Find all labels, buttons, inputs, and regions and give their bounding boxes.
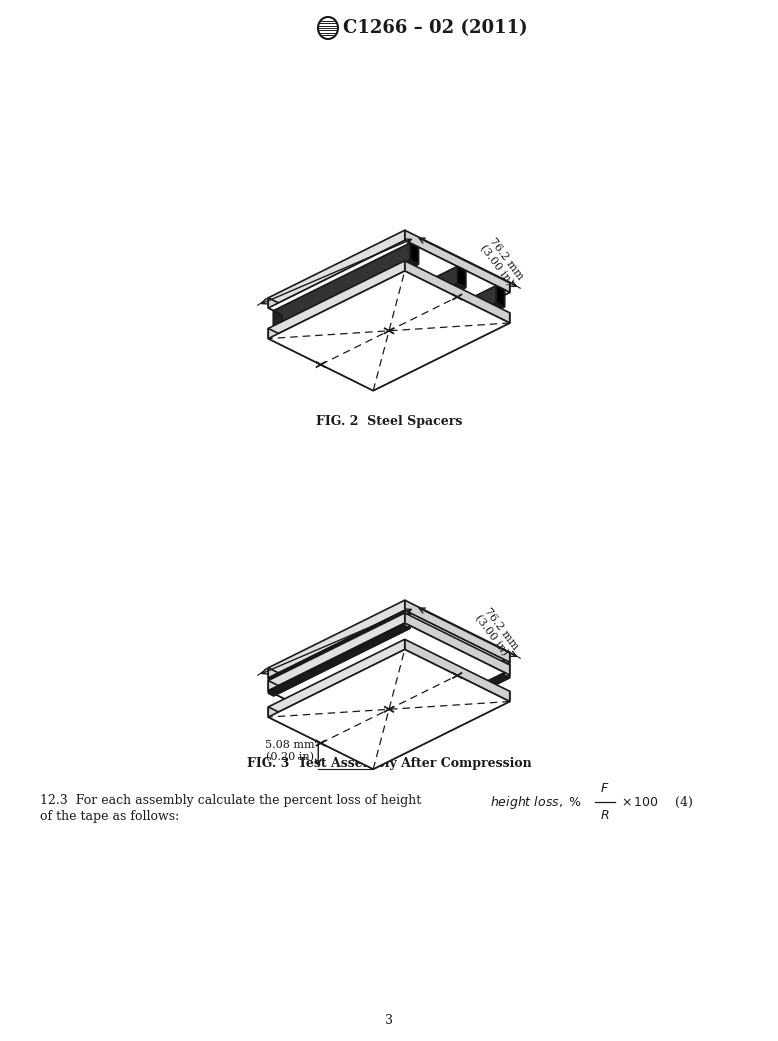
- Polygon shape: [282, 247, 419, 332]
- Text: $\times\,100$: $\times\,100$: [621, 796, 658, 809]
- Polygon shape: [268, 240, 510, 360]
- Polygon shape: [268, 624, 510, 742]
- Polygon shape: [410, 243, 419, 264]
- Polygon shape: [268, 613, 410, 683]
- Polygon shape: [373, 665, 510, 742]
- Polygon shape: [268, 707, 373, 769]
- Polygon shape: [368, 289, 504, 375]
- Polygon shape: [401, 670, 438, 682]
- Polygon shape: [368, 676, 510, 745]
- Polygon shape: [359, 353, 368, 375]
- Polygon shape: [373, 662, 510, 733]
- Ellipse shape: [394, 704, 430, 714]
- Polygon shape: [274, 626, 410, 695]
- Ellipse shape: [340, 708, 377, 717]
- Polygon shape: [496, 285, 504, 307]
- Polygon shape: [274, 613, 410, 683]
- Polygon shape: [268, 613, 405, 691]
- Polygon shape: [405, 261, 510, 323]
- Polygon shape: [405, 639, 510, 702]
- Polygon shape: [268, 261, 405, 338]
- Text: $\mathit{R}$: $\mathit{R}$: [601, 810, 610, 822]
- Polygon shape: [373, 653, 510, 730]
- Text: (4): (4): [675, 796, 693, 809]
- Polygon shape: [405, 601, 510, 662]
- Text: 5.08 mm
(0.20 in): 5.08 mm (0.20 in): [265, 740, 314, 762]
- Text: $\mathit{height\ loss,\ \%}$: $\mathit{height\ loss,\ \%}$: [490, 794, 582, 811]
- Polygon shape: [321, 266, 457, 351]
- Polygon shape: [329, 271, 466, 355]
- Polygon shape: [348, 674, 384, 686]
- Polygon shape: [268, 610, 405, 681]
- Polygon shape: [268, 681, 373, 742]
- Text: 76.2 mm
(3.00 in): 76.2 mm (3.00 in): [473, 606, 520, 659]
- Polygon shape: [373, 676, 510, 745]
- Polygon shape: [368, 672, 504, 742]
- Polygon shape: [368, 660, 504, 730]
- Polygon shape: [359, 303, 504, 375]
- Polygon shape: [268, 298, 373, 360]
- Text: 101.6 mm
(4.00 in): 101.6 mm (4.00 in): [296, 284, 357, 329]
- Polygon shape: [268, 601, 405, 678]
- Text: 101.6 mm
(4.00 in): 101.6 mm (4.00 in): [296, 650, 357, 694]
- Polygon shape: [268, 624, 405, 693]
- Text: C1266 – 02 (2011): C1266 – 02 (2011): [343, 19, 527, 37]
- Polygon shape: [268, 650, 510, 769]
- Text: FIG. 3  Test Assembly After Compression: FIG. 3 Test Assembly After Compression: [247, 758, 531, 770]
- Polygon shape: [268, 328, 373, 390]
- Polygon shape: [321, 283, 466, 355]
- Polygon shape: [368, 662, 510, 733]
- Polygon shape: [274, 310, 282, 332]
- Polygon shape: [405, 230, 510, 293]
- Polygon shape: [268, 271, 510, 390]
- Ellipse shape: [340, 695, 377, 706]
- Polygon shape: [274, 243, 410, 328]
- Text: FIG. 2  Steel Spacers: FIG. 2 Steel Spacers: [316, 415, 462, 428]
- Polygon shape: [359, 285, 496, 371]
- Ellipse shape: [318, 17, 338, 39]
- Polygon shape: [373, 312, 510, 390]
- Polygon shape: [373, 691, 510, 769]
- Polygon shape: [405, 613, 510, 676]
- Text: $\mathit{F}$: $\mathit{F}$: [601, 783, 610, 795]
- Polygon shape: [268, 639, 405, 717]
- Ellipse shape: [401, 665, 438, 676]
- Polygon shape: [321, 334, 329, 355]
- Ellipse shape: [394, 692, 430, 703]
- Polygon shape: [394, 697, 430, 709]
- Polygon shape: [274, 260, 419, 332]
- Text: 76.2 mm
(3.00 in): 76.2 mm (3.00 in): [478, 236, 525, 288]
- Polygon shape: [268, 230, 405, 308]
- Polygon shape: [268, 610, 510, 730]
- Ellipse shape: [401, 677, 438, 687]
- Polygon shape: [373, 282, 510, 360]
- Polygon shape: [457, 266, 466, 287]
- Polygon shape: [340, 701, 377, 713]
- Text: 12.3  For each assembly calculate the percent loss of height: 12.3 For each assembly calculate the per…: [40, 794, 421, 808]
- Polygon shape: [268, 626, 410, 695]
- Text: of the tape as follows:: of the tape as follows:: [40, 811, 179, 823]
- Ellipse shape: [348, 668, 384, 679]
- Ellipse shape: [348, 681, 384, 691]
- Polygon shape: [268, 667, 373, 730]
- Text: 3: 3: [385, 1014, 393, 1026]
